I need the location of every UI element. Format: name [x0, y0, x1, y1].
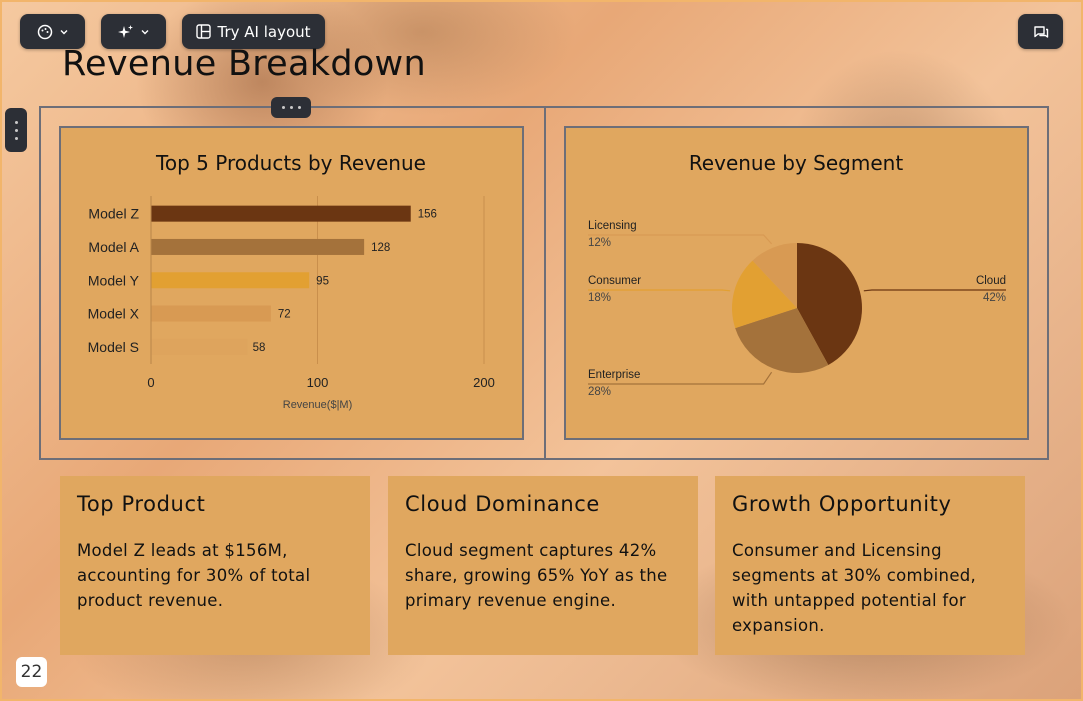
y-tick-label: Model S: [88, 339, 139, 355]
theme-button[interactable]: [20, 14, 85, 49]
comment-icon: [1033, 24, 1049, 40]
data-label: 95: [316, 275, 329, 287]
pie-slice: [735, 308, 829, 373]
column-divider: [544, 108, 546, 458]
leader-line: [588, 371, 773, 385]
leader-line: [863, 289, 1006, 292]
insight-body: Consumer and Licensing segments at 30% c…: [732, 541, 977, 635]
comments-button[interactable]: [1018, 14, 1063, 49]
side-drag-handle[interactable]: [5, 108, 27, 152]
y-tick-label: Model Y: [88, 272, 140, 288]
x-tick-label: 100: [307, 375, 329, 390]
data-label: 128: [371, 242, 390, 254]
slice-percent-label: 28%: [588, 386, 611, 398]
y-tick-label: Model A: [88, 239, 139, 255]
leader-line: [588, 234, 773, 245]
data-label: 156: [418, 209, 437, 221]
chart-row-selection[interactable]: Top 5 Products by Revenue 0 100 200 Revenue(…: [39, 106, 1049, 460]
x-axis-label: Revenue($|M): [283, 399, 353, 411]
top-drag-handle[interactable]: [271, 97, 311, 118]
sparkles-icon: [117, 24, 134, 40]
insight-card-cloud-dominance[interactable]: Cloud Dominance Cloud segment captures 4…: [388, 476, 698, 655]
chevron-down-icon: [140, 27, 150, 37]
bar: [151, 272, 310, 289]
insight-card-growth-opportunity[interactable]: Growth Opportunity Consumer and Licensin…: [715, 476, 1025, 655]
slice-label: Licensing: [588, 220, 637, 232]
chevron-down-icon: [59, 27, 69, 37]
slice-label: Enterprise: [588, 369, 640, 381]
y-tick-label: Model X: [88, 306, 140, 322]
layout-icon: [196, 24, 212, 39]
insight-body: Cloud segment captures 42% share, growin…: [405, 541, 668, 610]
chart-title: Revenue by Segment: [689, 151, 904, 175]
insight-card-top-product[interactable]: Top Product Model Z leads at $156M, acco…: [60, 476, 370, 655]
bar: [151, 338, 248, 355]
data-label: 58: [253, 342, 266, 354]
bar: [151, 205, 411, 222]
insight-title: Top Product: [77, 492, 206, 516]
insight-title: Cloud Dominance: [405, 492, 600, 516]
ai-magic-button[interactable]: [101, 14, 166, 49]
bar-chart-card[interactable]: Top 5 Products by Revenue 0 100 200 Revenue(…: [59, 126, 524, 440]
pie-slice: [732, 260, 797, 329]
pie-chart-card[interactable]: Revenue by Segment Cloud 42% Enterprise 28% C…: [564, 126, 1029, 440]
leader-line: [588, 289, 731, 292]
data-label: 72: [278, 309, 291, 321]
x-tick-label: 0: [147, 375, 154, 390]
bar-chart: Top 5 Products by Revenue 0 100 200 Revenue(…: [88, 151, 495, 411]
bar: [151, 238, 365, 255]
page-title[interactable]: Revenue Breakdown: [62, 44, 426, 84]
slice-percent-label: 18%: [588, 292, 611, 304]
pie-chart: Revenue by Segment Cloud 42% Enterprise 28% C…: [588, 151, 1006, 398]
insight-body: Model Z leads at $156M, accounting for 3…: [77, 541, 311, 610]
slice-percent-label: 12%: [588, 237, 611, 249]
slice-label: Consumer: [588, 275, 641, 287]
pie-slice: [752, 243, 797, 308]
try-ai-layout-button[interactable]: Try AI layout: [182, 14, 325, 49]
y-tick-label: Model Z: [88, 206, 139, 222]
page-number-badge: 22: [16, 657, 47, 687]
bar: [151, 305, 271, 322]
pie-slice: [797, 243, 862, 365]
palette-icon: [37, 24, 53, 40]
slice-percent-label: 42%: [983, 292, 1006, 304]
insight-title: Growth Opportunity: [732, 492, 952, 516]
chart-title: Top 5 Products by Revenue: [155, 151, 426, 175]
x-tick-label: 200: [473, 375, 495, 390]
slice-label: Cloud: [976, 275, 1006, 287]
try-ai-layout-label: Try AI layout: [217, 22, 311, 41]
